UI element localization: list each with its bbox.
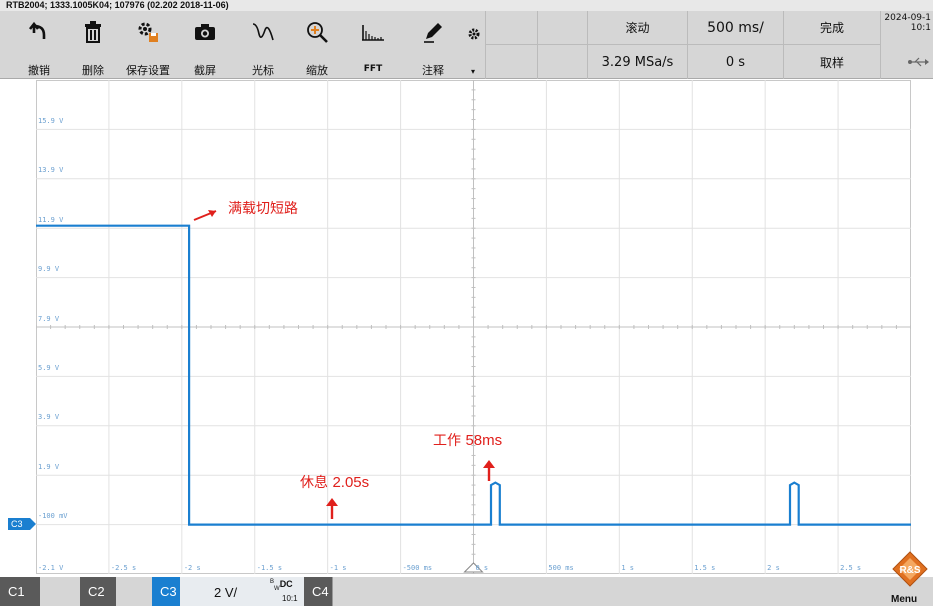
delete-label: 删除 [82,64,104,77]
timebase[interactable]: 500 ms/ [687,11,783,45]
title-bar: RTB2004; 1333.1005K04; 107976 (02.202 20… [0,0,933,11]
status-empty-2 [485,45,537,79]
rs-logo-icon: R&S [892,551,928,587]
cursor-button[interactable]: 光标 [240,11,286,79]
date-time: 2024-09-1 10:1 [880,11,933,45]
arrow-icon [193,210,217,221]
waveform-svg [36,80,911,574]
fft-label: FFT [363,64,383,74]
svg-text:R&S: R&S [899,565,920,576]
status-empty-3 [537,11,587,45]
annotate-button[interactable]: 注释 [410,11,456,79]
trigger-marker [463,562,484,573]
channel-c4-info [332,577,372,606]
usb-icon [908,57,929,67]
undo-icon [28,21,46,39]
time-offset[interactable]: 0 s [687,45,783,79]
trace-series-0 [36,224,911,526]
gear-icon [468,28,480,40]
channel-c3-scale: 2 V/ [214,585,238,600]
annotation-short-circuit-text: 满载切短路 [228,201,298,217]
voltage-label: 15.9 V [38,117,64,125]
acquisition-mode[interactable]: 取样 [783,45,880,79]
settings-button[interactable]: ▾ [463,11,485,79]
time-label: 0 s [475,564,489,572]
time-label: 1 s [621,564,634,572]
undo-button[interactable]: 撤销 [16,11,62,79]
annotation-work: 工作 58ms [433,430,502,450]
annotate-label: 注释 [422,64,444,77]
zoom-icon [307,22,328,43]
channel-c3-probe: 10:1 [282,594,298,603]
voltage-label: 11.9 V [38,215,64,224]
arrow-up-icon-2 [483,460,495,481]
voltage-label: 9.9 V [38,265,60,274]
date: 2024-09-1 [884,13,931,23]
annotation-rest-label: 休息 [300,475,333,491]
time: 10:1 [910,23,931,33]
time-label: 2 s [767,564,780,572]
annotation-work-value: 58ms [465,432,503,449]
toolbar: 撤销 删除 保存设置 截屏 光标 缩放 FFT 注释 [0,11,933,79]
camera-icon [195,24,215,40]
annotate-icon [424,23,442,43]
channel-c3-coupling: BWDC [270,579,293,592]
channel-c4-button[interactable]: C4 [304,577,332,606]
time-label: 500 ms [548,564,574,572]
status-empty-1 [485,11,537,45]
channel-c3-button[interactable]: C3 [152,577,180,606]
save-settings-label: 保存设置 [126,64,170,77]
acquisition-state[interactable]: 完成 [783,11,880,45]
channel-c3-info[interactable]: 2 V/ BWDC 10:1 [180,577,304,606]
screenshot-button[interactable]: 截屏 [182,11,228,79]
status-empty-4 [537,45,587,79]
channel-c2-button[interactable]: C2 [80,577,116,606]
fft-button[interactable]: FFT [350,11,396,79]
save-settings-icon [138,22,158,42]
voltage-label: 1.9 V [38,462,60,471]
voltage-label: -2.1 V [38,564,64,572]
undo-label: 撤销 [28,64,50,77]
time-label: -2 s [183,564,201,572]
voltage-label: 3.9 V [38,413,60,422]
time-label: 2.5 s [840,564,862,572]
chevron-down-icon: ▾ [471,67,476,76]
time-label: 1.5 s [694,564,716,572]
sample-rate[interactable]: 3.29 MSa/s [587,45,687,79]
time-label: -1 s [329,564,347,572]
arrow-up-icon [326,498,338,519]
channel-bar: C1 C2 C3 2 V/ BWDC 10:1 C4 [0,577,933,606]
channel-c1-button[interactable]: C1 [0,577,40,606]
annotation-rest: 休息 2.05s [300,472,369,492]
delete-icon [85,21,101,43]
annotation-work-label: 工作 [433,433,466,449]
cursor-label: 光标 [252,64,274,77]
voltage-label: 13.9 V [38,166,64,175]
roll-mode[interactable]: 滚动 [587,11,687,45]
delete-button[interactable]: 删除 [70,11,116,79]
zoom-label: 缩放 [306,64,328,77]
channel-offset-marker[interactable]: C3 [8,518,36,530]
cursor-icon [252,23,274,41]
menu-button[interactable]: R&S Menu [887,548,933,606]
channel-c1-info [40,577,80,606]
voltage-label: 7.9 V [38,314,60,323]
voltage-label: 5.9 V [38,364,60,372]
time-label: -2.5 s [110,564,137,572]
waveform-display[interactable]: 15.9 V 13.9 V 11.9 V 9.9 V 7.9 V 5.9 V 3.9 V 1.… [36,80,911,574]
zoom-button[interactable]: 缩放 [294,11,340,79]
time-label: -500 ms [402,564,433,572]
menu-label: Menu [891,594,918,605]
usb-status [880,45,933,79]
voltage-label: -100 mV [38,512,68,521]
fft-icon [362,25,384,41]
screenshot-label: 截屏 [194,64,216,77]
annotation-rest-value: 2.05s [332,474,370,491]
time-label: -1.5 s [256,564,283,572]
channel-c2-info [116,577,152,606]
save-settings-button[interactable]: 保存设置 [122,11,174,79]
